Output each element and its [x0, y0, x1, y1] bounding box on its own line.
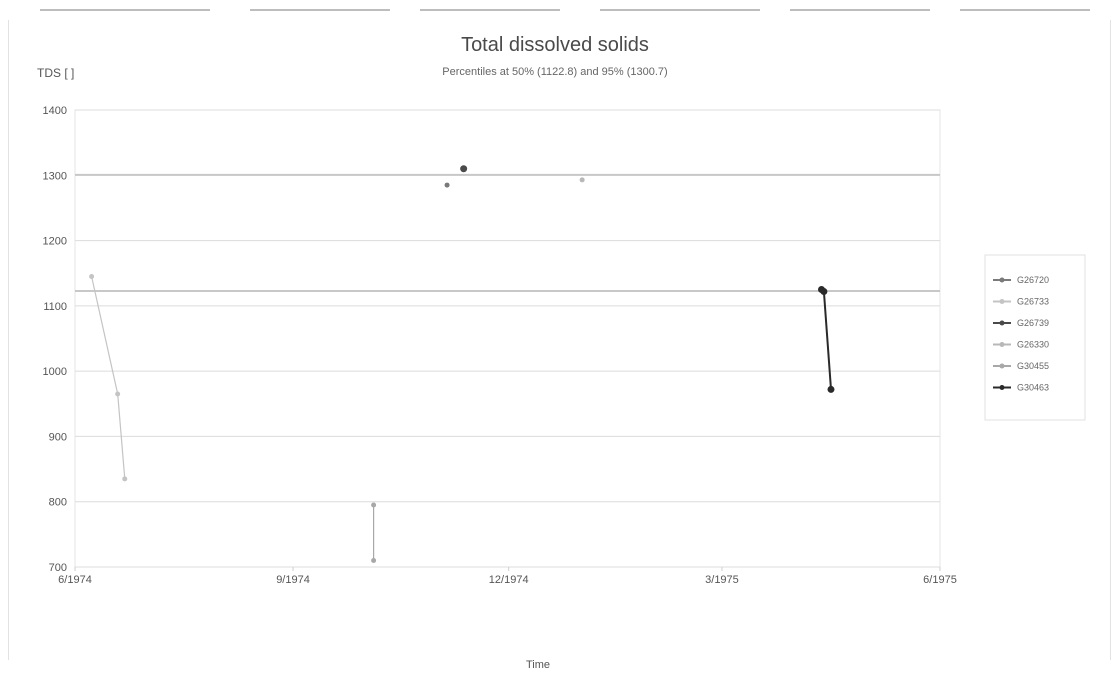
x-tick-label: 6/1974 — [58, 574, 92, 586]
chart-title: Total dissolved solids — [461, 34, 649, 56]
data-point — [579, 177, 585, 183]
series-G30463 — [818, 286, 835, 393]
series-line — [91, 276, 126, 479]
frame-right-edge — [1110, 20, 1111, 660]
top-border-rule — [40, 9, 1090, 11]
x-tick-label: 6/1975 — [923, 574, 957, 586]
legend-box — [984, 254, 1086, 421]
chart-subtitle: Percentiles at 50% (1122.8) and 95% (130… — [442, 66, 668, 78]
series-G26733 — [89, 273, 128, 482]
series-G26739 — [460, 165, 468, 173]
data-point — [820, 287, 828, 295]
legend-entry: G26739 — [1017, 318, 1049, 328]
y-tick-label: 800 — [49, 497, 67, 509]
y-axis-label: TDS [ ] — [37, 66, 75, 80]
legend-marker — [999, 320, 1005, 326]
series-G30455 — [371, 502, 377, 563]
x-axis-label: Time — [525, 659, 551, 671]
legend-marker — [999, 299, 1005, 304]
legend-entry: G26733 — [1017, 297, 1049, 307]
y-tick-label: 700 — [49, 562, 67, 574]
data-point — [115, 391, 121, 397]
y-tick-label: 900 — [49, 431, 67, 443]
legend-marker — [999, 342, 1005, 347]
legend-entry: G30463 — [1017, 383, 1049, 393]
series-G26330 — [579, 177, 585, 183]
x-tick-label: 9/1974 — [276, 574, 310, 586]
x-tick-label: 3/1975 — [705, 574, 739, 586]
y-tick-label: 1300 — [43, 170, 67, 182]
data-point — [444, 182, 450, 188]
frame-left-edge — [8, 20, 9, 660]
data-point — [89, 273, 95, 279]
legend-marker — [999, 277, 1005, 283]
y-tick-label: 1000 — [43, 366, 67, 378]
x-tick-label: 12/1974 — [489, 574, 529, 586]
y-tick-label: 1400 — [43, 105, 67, 117]
data-point — [827, 385, 835, 393]
data-point — [460, 165, 468, 173]
legend-entry: G26330 — [1017, 340, 1049, 350]
legend-entry: G26720 — [1017, 275, 1049, 285]
legend-entry: G30455 — [1017, 361, 1049, 371]
legend-marker — [999, 385, 1005, 390]
y-tick-label: 1100 — [43, 301, 67, 313]
data-point — [122, 476, 128, 482]
data-point — [371, 502, 377, 508]
data-point — [371, 557, 377, 563]
y-tick-label: 1200 — [43, 236, 67, 248]
legend-marker — [999, 363, 1005, 369]
series-line — [820, 288, 832, 390]
plot-frame — [74, 109, 941, 568]
series-G26720 — [444, 182, 450, 188]
